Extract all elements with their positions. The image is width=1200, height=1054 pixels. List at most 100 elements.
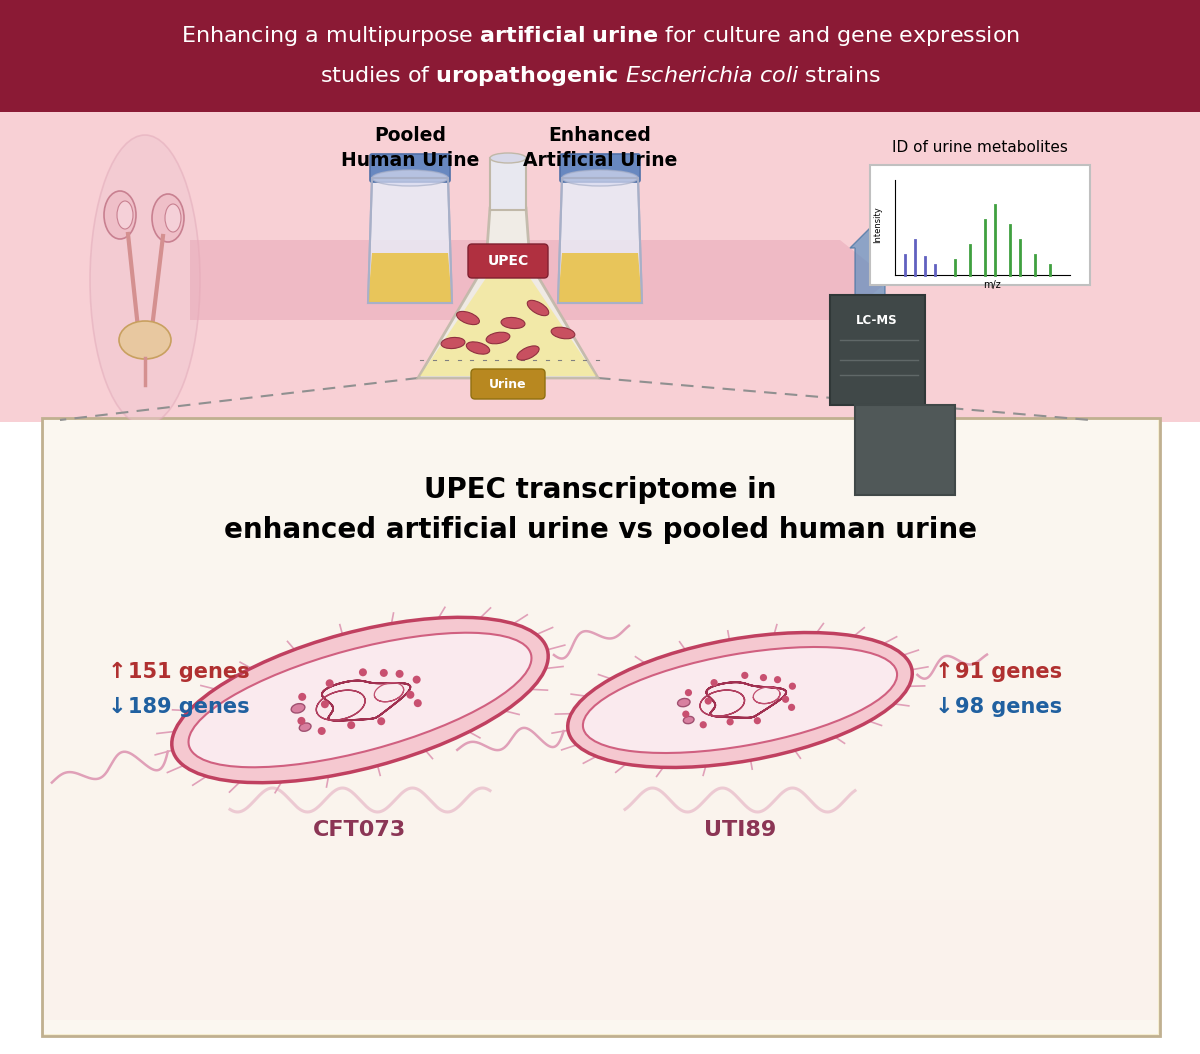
Ellipse shape <box>490 153 526 163</box>
Circle shape <box>325 679 334 687</box>
FancyArrow shape <box>190 240 890 320</box>
Polygon shape <box>558 178 642 302</box>
Text: UPEC: UPEC <box>487 254 529 268</box>
Circle shape <box>299 692 306 701</box>
Ellipse shape <box>292 704 305 713</box>
Circle shape <box>760 674 767 681</box>
Bar <box>44 900 1158 930</box>
Text: LC-MS: LC-MS <box>856 313 898 327</box>
Bar <box>44 419 1158 450</box>
Bar <box>44 480 1158 510</box>
Ellipse shape <box>152 194 184 242</box>
Ellipse shape <box>502 317 524 329</box>
Circle shape <box>318 727 325 735</box>
Ellipse shape <box>551 327 575 338</box>
Circle shape <box>726 718 733 725</box>
Ellipse shape <box>372 170 448 186</box>
Bar <box>42 418 1160 1036</box>
Circle shape <box>700 721 707 728</box>
Ellipse shape <box>442 337 464 349</box>
Polygon shape <box>558 253 642 302</box>
Circle shape <box>377 717 385 725</box>
Text: CFT073: CFT073 <box>313 820 407 840</box>
Text: 151 genes: 151 genes <box>128 662 250 682</box>
Text: Enhanced
Artificial Urine: Enhanced Artificial Urine <box>523 126 677 170</box>
Ellipse shape <box>118 201 133 229</box>
Text: 91 genes: 91 genes <box>955 662 1062 682</box>
Text: UTI89: UTI89 <box>704 820 776 840</box>
Circle shape <box>683 710 690 718</box>
Ellipse shape <box>562 170 638 186</box>
Bar <box>44 630 1158 660</box>
Circle shape <box>788 683 796 689</box>
Polygon shape <box>368 178 452 302</box>
Circle shape <box>782 696 790 703</box>
Circle shape <box>710 679 718 686</box>
Bar <box>44 600 1158 630</box>
Text: Pooled
Human Urine: Pooled Human Urine <box>341 126 479 170</box>
Ellipse shape <box>683 717 694 724</box>
Circle shape <box>742 671 749 679</box>
Ellipse shape <box>119 321 172 359</box>
Ellipse shape <box>467 341 490 354</box>
Text: enhanced artificial urine vs pooled human urine: enhanced artificial urine vs pooled huma… <box>223 516 977 544</box>
Text: Urine: Urine <box>490 377 527 390</box>
Ellipse shape <box>166 204 181 232</box>
Bar <box>44 660 1158 690</box>
Polygon shape <box>418 208 598 378</box>
Ellipse shape <box>568 632 912 767</box>
Ellipse shape <box>456 311 480 325</box>
FancyBboxPatch shape <box>370 154 450 182</box>
Circle shape <box>788 704 796 711</box>
Circle shape <box>754 717 761 724</box>
Circle shape <box>298 717 306 725</box>
Bar <box>44 811 1158 840</box>
Text: Enhancing a multipurpose $\bf{artificial\ urine}$ for culture and gene expressio: Enhancing a multipurpose $\bf{artificial… <box>180 24 1020 48</box>
Text: Intensity: Intensity <box>874 207 882 243</box>
FancyBboxPatch shape <box>470 369 545 399</box>
Bar <box>44 780 1158 811</box>
Ellipse shape <box>527 300 548 315</box>
Circle shape <box>396 670 403 678</box>
Text: ↓: ↓ <box>108 697 127 717</box>
Text: 189 genes: 189 genes <box>128 697 250 717</box>
Text: ↑: ↑ <box>935 662 954 682</box>
Circle shape <box>407 690 414 699</box>
Circle shape <box>347 721 355 729</box>
Text: 98 genes: 98 genes <box>955 697 1062 717</box>
Bar <box>854 405 955 495</box>
Bar <box>490 158 526 210</box>
Ellipse shape <box>188 632 532 767</box>
Bar <box>44 419 1158 1034</box>
Bar <box>44 960 1158 990</box>
FancyArrow shape <box>850 228 890 298</box>
Ellipse shape <box>486 332 510 344</box>
Bar <box>44 930 1158 960</box>
Bar <box>44 570 1158 600</box>
Text: ↓: ↓ <box>935 697 954 717</box>
Ellipse shape <box>299 723 311 731</box>
Circle shape <box>413 676 421 684</box>
Text: UPEC transcriptome in: UPEC transcriptome in <box>424 476 776 504</box>
Polygon shape <box>420 278 596 376</box>
Ellipse shape <box>90 135 200 425</box>
Circle shape <box>774 676 781 683</box>
Circle shape <box>320 700 329 708</box>
Circle shape <box>359 668 367 677</box>
FancyBboxPatch shape <box>560 154 640 182</box>
Text: ID of urine metabolites: ID of urine metabolites <box>892 140 1068 156</box>
Text: ↑: ↑ <box>108 662 127 682</box>
Text: studies of $\bf{uropathogenic}$ $\bf{\it{Escherichia\ coli}}$ strains: studies of $\bf{uropathogenic}$ $\bf{\it… <box>319 64 881 87</box>
Ellipse shape <box>583 647 898 753</box>
Bar <box>44 990 1158 1020</box>
Bar <box>0 112 1200 422</box>
Circle shape <box>414 699 421 707</box>
Bar <box>44 870 1158 900</box>
Text: m/z: m/z <box>984 280 1001 290</box>
Bar <box>44 450 1158 480</box>
Circle shape <box>380 669 388 677</box>
FancyBboxPatch shape <box>468 243 548 278</box>
Bar <box>44 510 1158 540</box>
Bar <box>0 0 1200 112</box>
Bar <box>44 690 1158 720</box>
